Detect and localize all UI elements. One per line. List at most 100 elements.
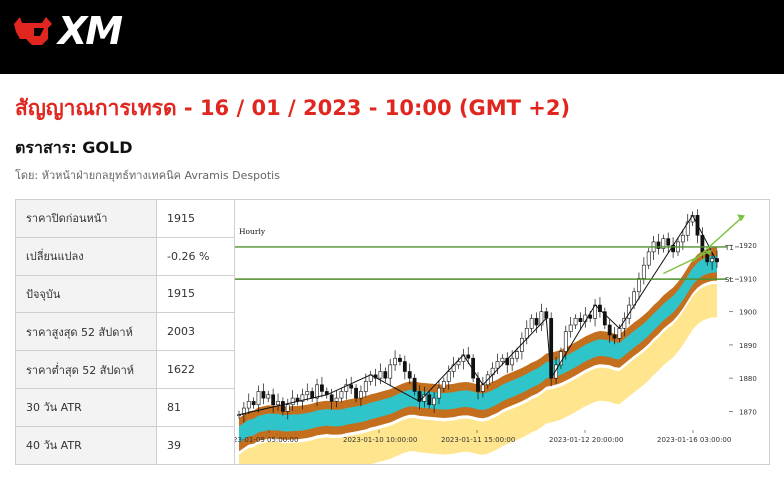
candle-body — [539, 311, 544, 326]
y-tick-label: 1920 — [739, 242, 757, 250]
stats-value: 1915 — [156, 199, 235, 238]
stats-label: ราคาสูงสุด 52 สัปดาห์ — [15, 312, 157, 352]
candle-body — [500, 357, 505, 362]
stats-label: 40 วัน ATR — [15, 425, 157, 465]
candle-body — [437, 387, 441, 399]
target-arrow-head — [737, 214, 745, 222]
candle-body — [524, 328, 529, 339]
candle-body — [237, 414, 241, 417]
candle-body — [627, 304, 632, 319]
candle-body — [632, 291, 636, 306]
candle-body — [680, 234, 685, 243]
candle-body — [407, 371, 412, 379]
stats-label: 30 วัน ATR — [15, 387, 157, 427]
candle-body — [554, 364, 558, 379]
candle-body — [466, 354, 471, 359]
x-tick-label: 2023-01-10 10:00:00 — [343, 436, 417, 444]
candle-body — [661, 238, 666, 249]
y-tick-label: 1880 — [739, 375, 757, 383]
candle-body — [320, 384, 324, 392]
candle-body — [602, 311, 607, 326]
candle-body — [388, 364, 393, 379]
candle-body — [559, 351, 563, 366]
level-label-t1: T1 — [724, 244, 734, 252]
xm-bull-icon — [14, 17, 52, 45]
lower-band — [239, 284, 717, 464]
candle-body — [261, 391, 266, 399]
stats-value: 2003 — [156, 312, 235, 352]
xm-logo[interactable]: XM — [12, 9, 123, 53]
stats-row: ราคาต่ำสุด 52 สัปดาห์ 1622 — [15, 350, 235, 389]
candle-body — [544, 311, 549, 319]
stats-label: ปัจจุบัน — [15, 274, 157, 314]
candle-body — [646, 251, 651, 266]
instrument-title: ตราสาร: GOLD — [15, 138, 133, 157]
x-tick-label: 2023-01-12 20:00:00 — [549, 436, 623, 444]
candle-body — [456, 361, 461, 366]
candle-body — [710, 258, 715, 263]
candle-body — [290, 397, 295, 406]
candle-body — [246, 401, 251, 409]
candle-body — [480, 384, 485, 392]
price-chart: 1870 1880 1890 1900 1910 1920 T1 SL Hourly 23-01-… — [234, 199, 770, 465]
candle-body — [432, 397, 437, 406]
candle-body — [412, 377, 417, 392]
candle-body — [476, 377, 480, 392]
stats-label: เปลี่ยนแปลง — [15, 236, 157, 276]
candle-body — [359, 391, 363, 399]
candle-body — [256, 391, 261, 406]
stats-value: 1622 — [156, 350, 235, 389]
stats-table: ราคาปิดก่อนหน้า 1915 เปลี่ยนแปลง -0.26 % ปัจ… — [15, 199, 235, 465]
inner-band — [239, 255, 717, 443]
candle-body — [563, 331, 568, 352]
candle-body — [515, 351, 519, 359]
author-line: โดย: หัวหน้าฝ่ายกลยุทธ์ทางเทคนิค Avramis… — [15, 169, 280, 182]
stats-value: 39 — [156, 425, 235, 465]
candle-body — [617, 328, 622, 339]
candle-body — [271, 394, 276, 406]
stats-row: ราคาสูงสุด 52 สัปดาห์ 2003 — [15, 312, 235, 352]
candle-body — [510, 357, 515, 366]
candle-body — [300, 394, 305, 402]
candle-body — [402, 361, 407, 372]
candle-body — [612, 334, 617, 339]
candle-body — [568, 324, 573, 332]
outer-band — [239, 247, 717, 452]
candle-body — [383, 371, 388, 379]
candle-body — [398, 357, 402, 362]
candle-body — [378, 371, 383, 379]
candle-body — [578, 318, 583, 322]
brand-name: XM — [58, 9, 123, 53]
page-title: สัญญาณการเทรด - 16 / 01 / 2023 - 10:00 (… — [15, 96, 571, 120]
x-tick-label: 2023-01-11 15:00:00 — [441, 436, 515, 444]
chart-title: Hourly — [239, 227, 266, 236]
target-arrow-line — [692, 217, 742, 263]
y-tick-label: 1910 — [739, 275, 757, 283]
candle-body — [715, 258, 719, 263]
candle-body — [534, 318, 539, 326]
candle-body — [641, 264, 646, 279]
candle-body — [266, 394, 271, 399]
candle-body — [276, 401, 280, 406]
stats-row: 40 วัน ATR 39 — [15, 425, 235, 465]
candle-body — [666, 238, 671, 246]
candle-body — [285, 404, 290, 412]
candle-body — [427, 394, 432, 406]
candle-body — [251, 401, 256, 406]
candle-body — [329, 394, 334, 402]
candle-body — [339, 391, 344, 399]
stats-row: เปลี่ยนแปลง -0.26 % — [15, 236, 235, 276]
stats-label: ราคาปิดก่อนหน้า — [15, 199, 157, 238]
x-tick-label: 23-01-09 05:00:00 — [235, 436, 298, 444]
candle-body — [700, 234, 705, 253]
zigzag-line — [238, 214, 718, 416]
y-tick-label: 1900 — [739, 309, 757, 317]
candle-body — [354, 387, 358, 399]
y-tick-label: 1870 — [739, 408, 757, 416]
entry-arrow-line — [663, 249, 713, 275]
stats-row: ราคาปิดก่อนหน้า 1915 — [15, 199, 235, 238]
x-tick-label: 2023-01-16 03:00:00 — [657, 436, 731, 444]
candle-body — [529, 318, 534, 329]
candle-body — [349, 384, 354, 389]
chart-canvas: 1870 1880 1890 1900 1910 1920 T1 SL Hourly 23-01-… — [235, 209, 757, 464]
